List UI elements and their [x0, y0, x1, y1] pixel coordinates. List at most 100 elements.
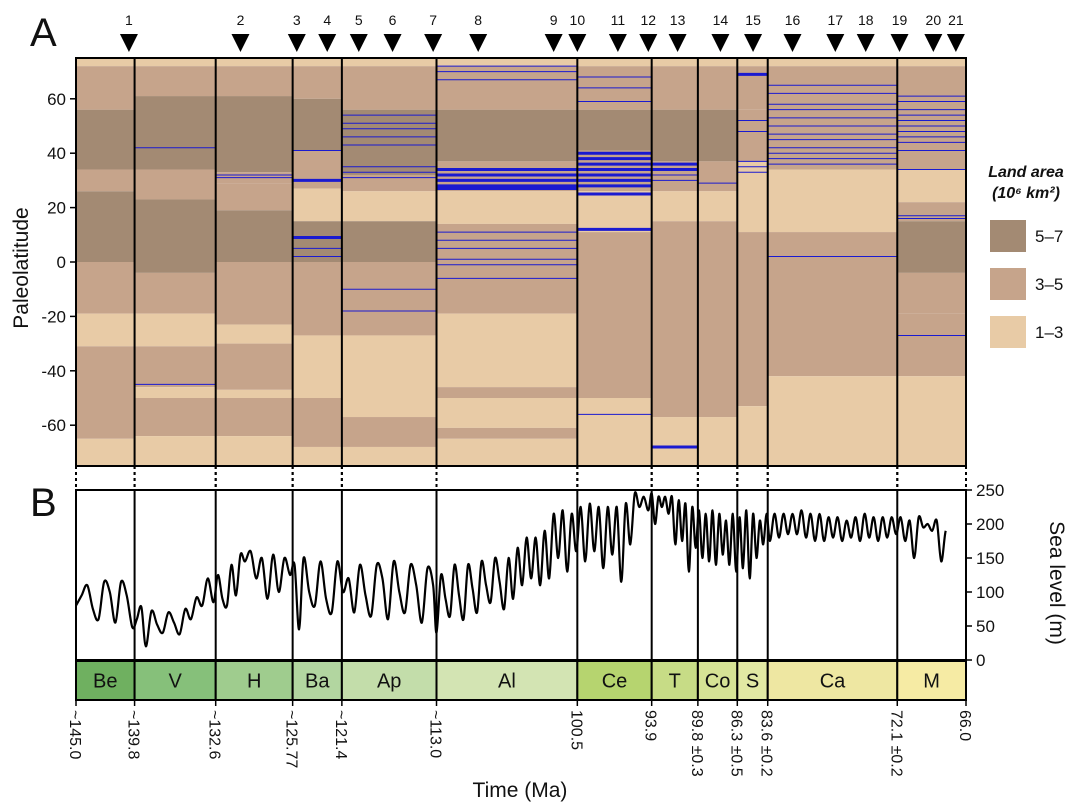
- land-band-high: [76, 191, 135, 262]
- land-band-mid: [341, 174, 437, 192]
- land-band-low: [341, 335, 437, 418]
- land-band-low: [134, 313, 216, 347]
- marker-label: 12: [641, 12, 657, 28]
- land-band-low: [292, 188, 342, 222]
- land-band-mid: [767, 232, 898, 377]
- marker-triangle: [783, 34, 802, 52]
- land-band-low: [292, 335, 342, 398]
- x-tick-label: 83.6 ±0.2: [758, 710, 775, 777]
- land-band-mid: [577, 232, 652, 398]
- marker-triangle: [826, 34, 845, 52]
- land-band-mid: [292, 150, 342, 189]
- land-band-mid: [134, 66, 216, 97]
- y-tick-label: 0: [57, 253, 66, 272]
- stage-label: M: [923, 671, 940, 693]
- land-band-high: [215, 96, 293, 173]
- land-band-high: [436, 109, 578, 162]
- land-band-mid: [215, 183, 293, 211]
- time-axis-label: Time (Ma): [473, 779, 568, 802]
- land-band-low: [577, 398, 652, 466]
- legend-swatch-mid: [990, 268, 1026, 300]
- land-band-high: [341, 109, 437, 175]
- marker-label: 8: [474, 12, 482, 28]
- marker-triangle: [568, 34, 587, 52]
- stage-cell: [650, 660, 699, 701]
- y-tick-label: 20: [47, 199, 66, 218]
- land-band-low: [215, 324, 293, 344]
- stage-cell: [435, 660, 579, 701]
- stage-label: Ca: [820, 671, 846, 693]
- land-band-mid: [215, 343, 293, 390]
- land-band-mid: [897, 202, 966, 222]
- land-band-mid: [76, 346, 135, 439]
- marker-label: 2: [237, 12, 245, 28]
- land-band-mid: [436, 262, 578, 314]
- x-tick-label: 93.9: [642, 710, 659, 741]
- land-band-high: [76, 109, 135, 170]
- stage-label: T: [669, 671, 681, 693]
- sea-level-axis: 0 50 100 150 200 250: [966, 481, 1004, 670]
- stage-cell: [340, 660, 438, 701]
- land-band-mid: [436, 427, 578, 439]
- stage-label: Ba: [305, 671, 330, 693]
- marker-triangle: [469, 34, 488, 52]
- land-band-low: [651, 58, 698, 67]
- y-tick-label: -40: [41, 362, 66, 381]
- stage-label: Al: [498, 671, 516, 693]
- sea-level-line: [75, 491, 947, 648]
- land-band-mid: [341, 66, 437, 110]
- heatmap-panel: [75, 57, 967, 467]
- legend: Land area (10⁶ km²) 5–7 3–5 1–3: [988, 164, 1064, 348]
- land-band-mid: [737, 232, 768, 407]
- land-band-low: [577, 58, 652, 67]
- land-band-low: [737, 58, 768, 67]
- stage-cell: [766, 660, 899, 701]
- land-band-mid: [436, 66, 578, 110]
- stage-cell: [576, 660, 653, 701]
- land-band-mid: [341, 262, 437, 336]
- land-band-low: [737, 161, 768, 233]
- stage-label: Ce: [602, 671, 628, 693]
- x-tick-label: 89.8 ±0.3: [688, 710, 705, 777]
- land-band-low: [897, 58, 966, 67]
- marker-label: 19: [892, 12, 908, 28]
- land-band-mid: [134, 169, 216, 200]
- marker-label: 1: [125, 12, 133, 28]
- panel-label-b: B: [30, 481, 57, 525]
- marker-label: 21: [948, 12, 964, 28]
- y-tick-label: 100: [976, 583, 1004, 602]
- x-tick-label: ~125.77: [283, 710, 300, 768]
- land-band-low: [697, 191, 738, 222]
- land-band-low: [76, 58, 135, 67]
- x-tick-label: ~113.0: [427, 710, 444, 758]
- x-tick-label: 100.5: [567, 710, 584, 750]
- stage-cell: [75, 660, 136, 701]
- stage-label: V: [168, 671, 182, 693]
- land-band-low: [292, 58, 342, 67]
- stage-cell: [696, 660, 739, 701]
- land-band-low: [436, 191, 578, 224]
- marker-triangle: [946, 34, 965, 52]
- y-tick-label: -60: [41, 416, 66, 435]
- legend-swatch-low: [990, 316, 1026, 348]
- marker-label: 13: [670, 12, 686, 28]
- marker-triangle: [231, 34, 250, 52]
- marker-triangle: [544, 34, 563, 52]
- land-band-mid: [651, 161, 698, 192]
- marker-triangle: [119, 34, 138, 52]
- land-band-mid: [436, 223, 578, 262]
- land-band-high: [897, 221, 966, 273]
- land-band-mid: [76, 169, 135, 192]
- stage-cell: [291, 660, 343, 701]
- land-band-high: [292, 98, 342, 151]
- land-band-low: [737, 406, 768, 466]
- land-band-low: [697, 58, 738, 67]
- x-tick-label: ~139.8: [125, 710, 142, 759]
- marker-label: 10: [570, 12, 586, 28]
- land-band-low: [436, 438, 578, 466]
- land-band-mid: [134, 346, 216, 388]
- land-band-mid: [897, 66, 966, 97]
- land-band-mid: [215, 262, 293, 325]
- land-band-low: [134, 387, 216, 398]
- marker-triangle: [924, 34, 943, 52]
